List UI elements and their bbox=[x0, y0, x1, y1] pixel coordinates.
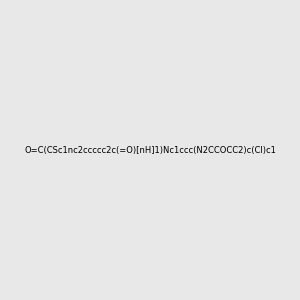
Text: O=C(CSc1nc2ccccc2c(=O)[nH]1)Nc1ccc(N2CCOCC2)c(Cl)c1: O=C(CSc1nc2ccccc2c(=O)[nH]1)Nc1ccc(N2CCO… bbox=[24, 146, 276, 154]
